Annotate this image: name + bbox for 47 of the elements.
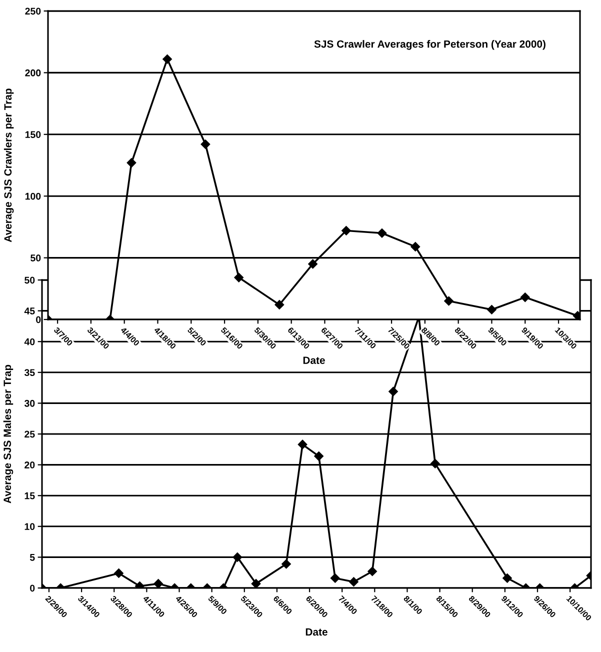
y-tick-label: 50 [24, 276, 35, 284]
y-tick-label: 150 [25, 131, 41, 138]
y-axis-title: Average SJS Males per Trap [3, 364, 14, 504]
point [232, 552, 242, 562]
y-tick-label: 45 [24, 308, 35, 314]
point [444, 296, 454, 306]
point [520, 292, 530, 302]
x-axis-title: Date [306, 628, 328, 636]
point [388, 386, 398, 396]
y-tick-label: 30 [24, 400, 35, 407]
point [234, 272, 244, 282]
y-tick-label: 0 [30, 584, 35, 592]
y-tick-label: 20 [24, 462, 35, 468]
y-tick-label: 50 [30, 254, 41, 262]
point [410, 242, 420, 252]
y-tick-label: 100 [25, 192, 41, 200]
y-tick-label: 40 [24, 338, 35, 346]
point [330, 574, 340, 583]
point [200, 140, 210, 149]
point [430, 458, 440, 468]
point [377, 228, 387, 238]
y-tick-label: 35 [24, 369, 35, 376]
point [126, 158, 136, 168]
x-axis-title: Date [303, 356, 325, 364]
point [251, 579, 261, 588]
point [162, 54, 172, 64]
point [349, 577, 358, 586]
point [274, 300, 284, 310]
point [298, 440, 308, 450]
y-tick-label: 15 [24, 492, 35, 500]
y-tick-label: 25 [24, 430, 35, 438]
point [308, 259, 318, 269]
point [368, 566, 377, 576]
y-tick-label: 5 [30, 554, 35, 561]
y-tick-label: 10 [24, 523, 35, 530]
y-tick-label: 250 [25, 8, 41, 15]
point [114, 568, 124, 578]
point [342, 226, 351, 236]
point [314, 452, 324, 461]
y-tick-label: 200 [25, 69, 41, 76]
point [502, 574, 512, 583]
point [154, 579, 163, 588]
point [487, 305, 496, 314]
point [282, 559, 291, 569]
y-tick-label: 0 [36, 316, 41, 324]
text: SJS Crawler Averages for Peterson (Year 2000) [314, 40, 546, 50]
y-axis-title: Average SJS Crawlers per Trap [4, 88, 14, 242]
